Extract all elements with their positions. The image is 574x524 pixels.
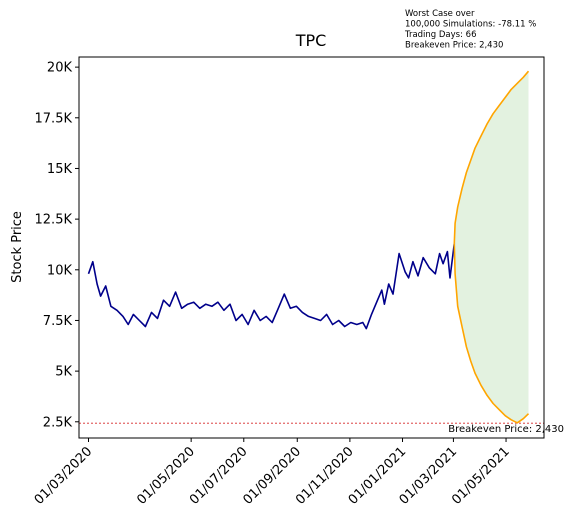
y-tick-label: 17.5K xyxy=(35,111,73,126)
breakeven-label: Breakeven Price: 2,430 xyxy=(448,424,564,435)
annotation-line-3: Trading Days: 66 xyxy=(404,30,476,40)
annotation-line-2: 100,000 Simulations: -78.11 % xyxy=(405,20,536,30)
annotation-line-1: Worst Case over xyxy=(405,9,475,19)
annotation-line-4: Breakeven Price: 2,430 xyxy=(405,41,503,51)
simulation-range-area xyxy=(454,71,529,423)
simulation-lower-line xyxy=(453,243,530,424)
y-axis-label: Stock Price xyxy=(10,211,25,283)
plot-layer xyxy=(79,70,544,424)
annotation-block: Worst Case over 100,000 Simulations: -78… xyxy=(404,9,536,51)
y-tick-label: 20K xyxy=(47,61,73,76)
chart-title: TPC xyxy=(295,31,327,50)
plot-frame xyxy=(78,56,545,439)
y-tick-label: 10K xyxy=(47,263,73,278)
y-tick-label: 12.5K xyxy=(35,213,73,228)
historical-price-line xyxy=(87,243,456,330)
y-axis: 2.5K 5K 7.5K 10K 12.5K 15K 17.5K 20K xyxy=(35,61,79,430)
y-tick-label: 5K xyxy=(55,365,72,380)
y-tick-label: 7.5K xyxy=(43,314,73,329)
simulation-upper-line xyxy=(453,70,530,244)
y-tick-label: 15K xyxy=(47,162,73,177)
y-tick-label: 2.5K xyxy=(43,415,73,430)
